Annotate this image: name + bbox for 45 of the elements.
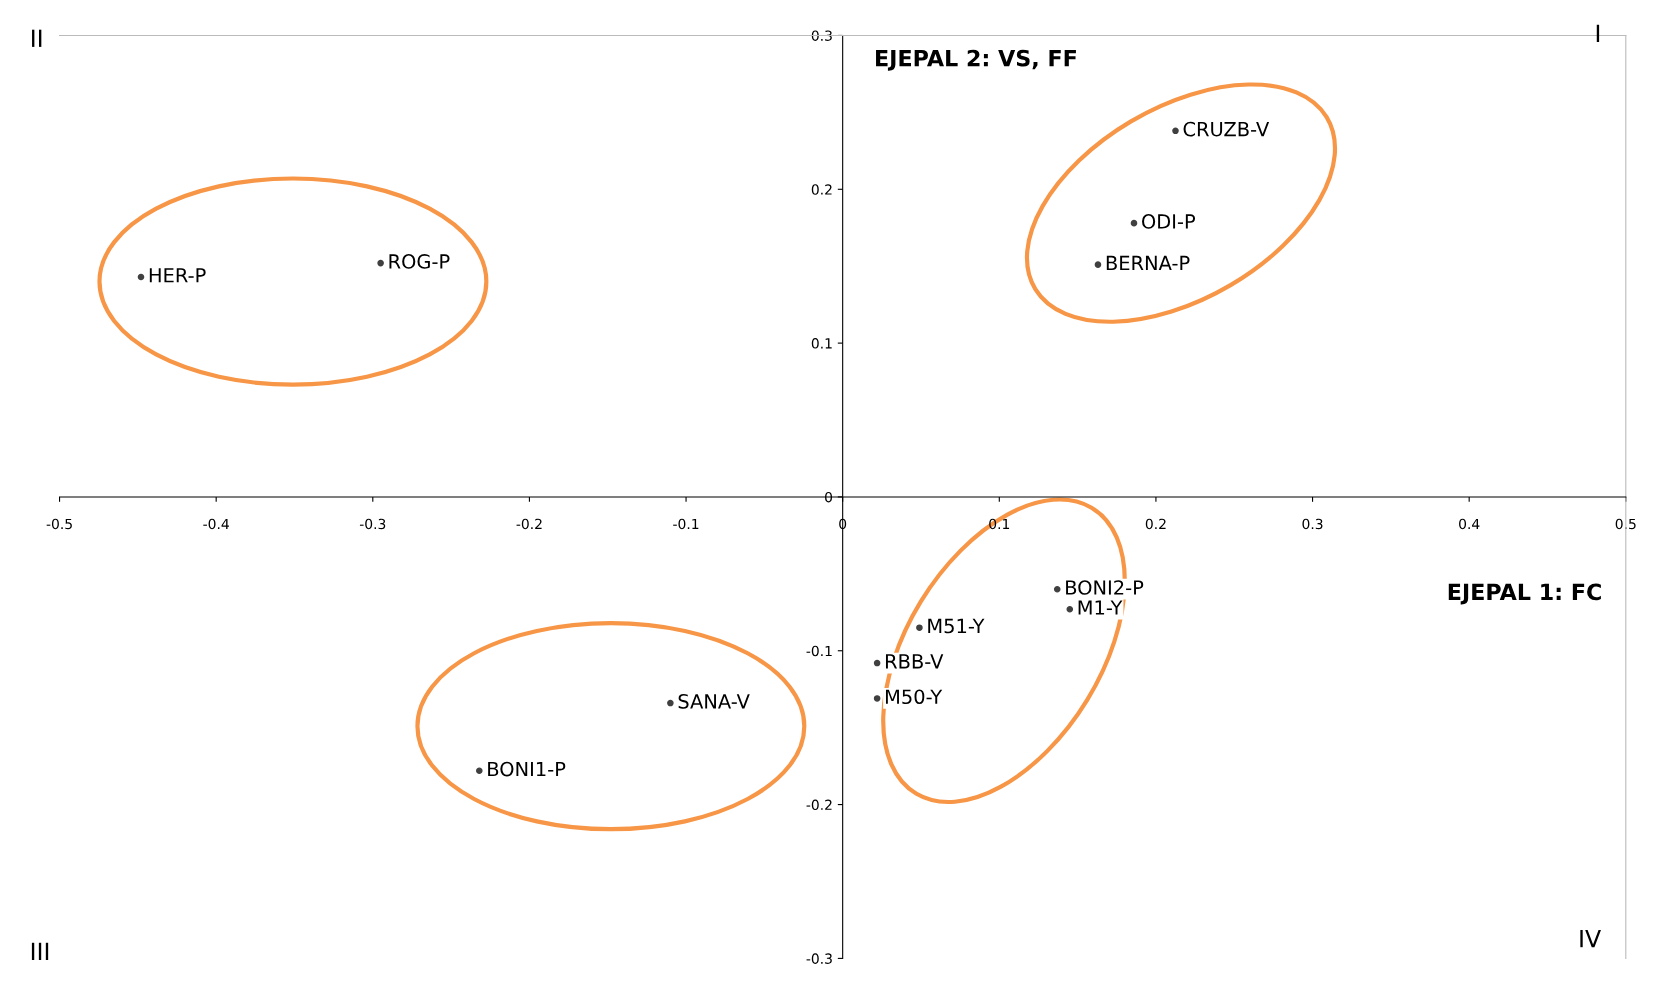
annotation: HER-P [149,268,206,283]
point [377,259,384,267]
x-tick-label: -0.1 [673,518,699,530]
annotation: BONI1-P [488,761,566,777]
y-axis-title: EJEPAL 2: VS, FF [876,49,1076,71]
annotation: BERNA-P [1106,255,1190,271]
y-tick-label: -0.1 [806,645,832,657]
point [137,273,145,281]
point [1172,127,1179,135]
text: II [32,29,42,47]
x-tick-label: 0.3 [1302,518,1323,530]
annotation: M50-Y [885,689,943,705]
point [873,695,881,702]
point [916,624,923,631]
point [476,767,483,775]
annotation: ODI-P [1142,214,1196,229]
point [1066,605,1074,613]
annotation: SANA-V [678,693,750,709]
x-tick-label: -0.2 [516,518,542,530]
x-tick-label: -0.4 [203,518,229,530]
annotation: M1-Y [1078,600,1123,615]
y-tick-label: -0.3 [806,953,832,964]
y-tick-label: -0.2 [806,799,832,811]
x-tick-label: 0.5 [1615,518,1636,530]
point [667,699,674,707]
annotation: BONI2-P [1066,580,1144,595]
x-tick-label: -0.3 [359,518,386,530]
x-tick-label: -0.5 [46,518,72,530]
annotation: M51-Y [928,618,985,634]
annotation: CRUZB-V [1183,121,1270,137]
point [1130,219,1138,227]
x-tick-label: 0.2 [1145,518,1166,530]
annotation: I [1596,24,1600,42]
annotation: ROG-P [389,254,450,269]
y-tick-label: 0.1 [811,338,832,349]
point [1053,585,1061,593]
y-tick-label: 0.2 [811,184,832,195]
annotation: IV [1580,929,1601,948]
annotation: RBB-V [885,654,944,669]
x-tick-label: 0.4 [1459,518,1480,530]
y-tick-label: 0 [825,491,833,503]
text: III [31,942,49,960]
x-axis-title: EJEPAL 1: FC [1448,583,1601,605]
point [873,659,881,667]
point [1094,261,1102,268]
